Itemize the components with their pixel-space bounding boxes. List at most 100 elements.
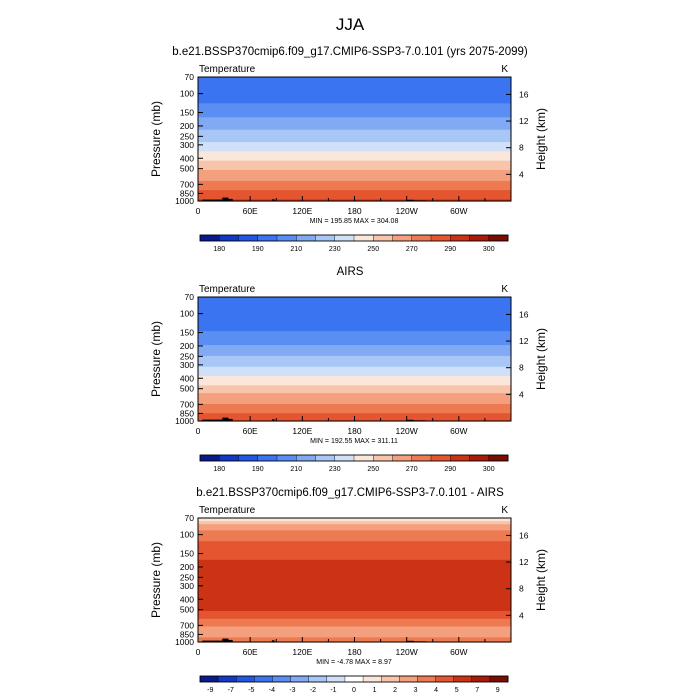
contour-band [198,320,511,323]
contour-band [198,394,511,397]
contour-band [198,331,511,334]
contour-band [198,103,511,106]
contour-band [198,525,511,528]
contour-band [198,112,511,115]
contour-band [198,615,511,618]
colorbar-swatch [272,675,292,683]
contour-band [198,555,511,558]
colorbar-label: -1 [330,687,336,694]
right-tick-label: 16 [519,530,529,540]
contour-band [198,171,511,174]
stats-label: MIN = -4.78 MAX = 8.97 [316,659,392,666]
y-tick-label: 70 [185,513,195,523]
contour-band [198,572,511,575]
y-tick-label: 700 [180,620,194,630]
x-tick-label: 120E [292,206,312,216]
x-tick-label: 180 [347,426,361,436]
contour-band [198,307,511,310]
colorbar-swatch [469,234,490,242]
colorbar-swatch [471,675,491,683]
contour-band [198,626,511,629]
y-tick-label: 700 [180,399,194,409]
contour-band [198,535,511,538]
contour-band [198,191,511,194]
contour-band [198,377,511,380]
topography-block [271,640,275,642]
topography-block [406,199,414,201]
panel-left-label: Temperature [199,505,256,516]
contour-band [198,536,511,539]
y-tick-label: 850 [180,188,194,198]
contour-band [198,357,511,360]
right-tick-label: 8 [519,584,524,594]
contour-band [198,306,511,309]
contour-band [198,400,511,403]
y-tick-label: 500 [180,384,194,394]
x-axis: 0 60E 120E 180 120W 60W [196,637,486,657]
panel-left-label: Temperature [199,64,256,75]
contour-band [198,125,511,128]
contour-band [198,109,511,112]
contour-band [198,614,511,617]
contour-band [198,193,511,196]
contour-band [198,106,511,109]
y-tick-label: 300 [180,581,194,591]
contour-band [198,304,511,307]
colorbar-swatch [257,454,278,462]
contour-band [198,87,511,90]
panel-title: AIRS [337,266,364,278]
contour-band [198,541,511,544]
x-tick-label: 60W [450,426,467,436]
contour-band [198,90,511,94]
contour-band [198,97,511,100]
colorbar-label: 5 [455,687,459,694]
contour-band [198,98,511,101]
contour-band [198,388,511,391]
contour-band [198,321,511,324]
colorbar-label: -4 [269,687,275,694]
colorbar-swatch [344,675,364,683]
topography-block [222,417,229,421]
y-tick-label: 300 [180,140,194,150]
contour-band [198,148,511,151]
contour-band [198,402,511,405]
colorbar-label: -3 [289,687,295,694]
contour-band [198,120,511,123]
contour-band [198,335,511,338]
contour-band [198,341,511,345]
colorbar-swatch [362,675,382,683]
colorbar-swatch [334,454,355,462]
x-tick-label: 0 [196,647,201,657]
colorbar-swatch [199,675,219,683]
colorbar-frame [199,454,509,462]
contour-band [198,620,511,623]
y-tick-label: 200 [180,121,194,131]
colorbar-swatch [430,234,451,242]
contour-band [198,86,511,89]
colorbar-label: 4 [434,687,438,694]
y-axis-height: 16 12 8 4 [506,89,529,179]
contour-band [198,345,511,348]
contour-band [198,309,511,312]
contour-band [198,298,511,301]
contour-band [198,542,511,545]
contour-band [198,558,511,561]
contour-band [198,328,511,331]
contour-band [198,593,511,597]
contour-band [198,326,511,329]
contour-band [198,624,511,628]
colorbar-swatch [430,454,451,462]
contour-band [198,587,511,590]
contour-band [198,152,511,156]
contour-band [198,324,511,328]
panel-units: K [501,64,508,75]
contour-band [198,545,511,549]
contour-band [198,301,511,304]
colorbar-label: 2 [393,687,397,694]
contour-band [198,589,511,592]
colorbar-swatch [219,234,239,242]
contour-band [198,95,511,98]
contour-band [198,376,511,379]
contour-band [198,539,511,542]
contour-band [198,94,511,97]
